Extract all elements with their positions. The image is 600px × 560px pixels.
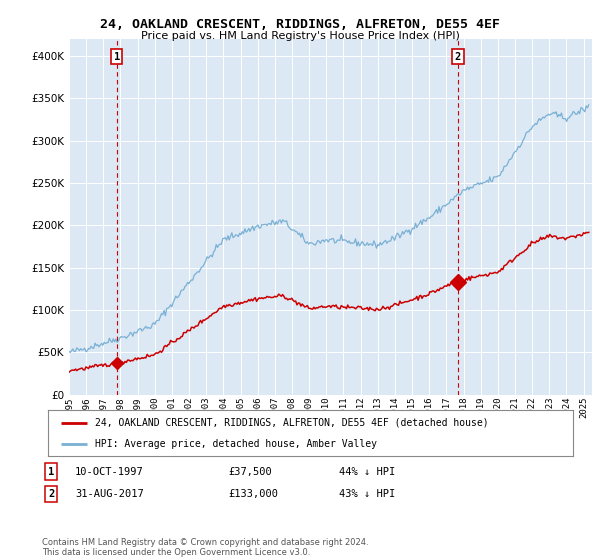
Text: £133,000: £133,000: [228, 489, 278, 499]
Text: £37,500: £37,500: [228, 466, 272, 477]
Text: HPI: Average price, detached house, Amber Valley: HPI: Average price, detached house, Ambe…: [95, 439, 377, 449]
Text: 2: 2: [455, 52, 461, 62]
Text: 24, OAKLAND CRESCENT, RIDDINGS, ALFRETON, DE55 4EF (detached house): 24, OAKLAND CRESCENT, RIDDINGS, ALFRETON…: [95, 418, 489, 428]
Text: 31-AUG-2017: 31-AUG-2017: [75, 489, 144, 499]
Text: 1: 1: [113, 52, 120, 62]
Text: 1: 1: [48, 466, 54, 477]
Text: 44% ↓ HPI: 44% ↓ HPI: [339, 466, 395, 477]
Text: Price paid vs. HM Land Registry's House Price Index (HPI): Price paid vs. HM Land Registry's House …: [140, 31, 460, 41]
Text: 24, OAKLAND CRESCENT, RIDDINGS, ALFRETON, DE55 4EF: 24, OAKLAND CRESCENT, RIDDINGS, ALFRETON…: [100, 18, 500, 31]
Text: 2: 2: [48, 489, 54, 499]
Text: 10-OCT-1997: 10-OCT-1997: [75, 466, 144, 477]
Text: Contains HM Land Registry data © Crown copyright and database right 2024.
This d: Contains HM Land Registry data © Crown c…: [42, 538, 368, 557]
Text: 43% ↓ HPI: 43% ↓ HPI: [339, 489, 395, 499]
